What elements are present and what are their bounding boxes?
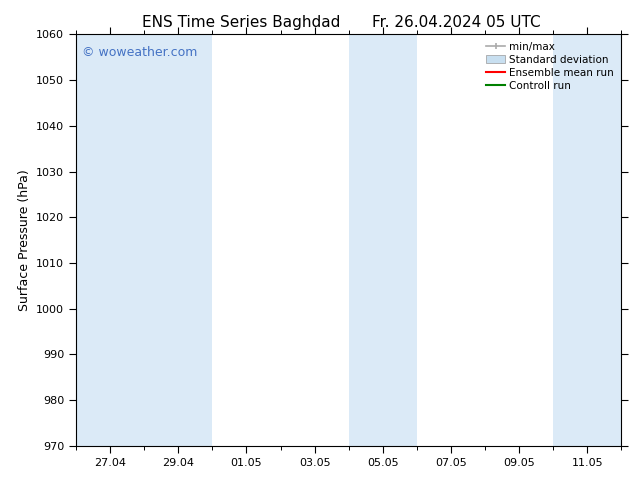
Bar bbox=[76, 34, 144, 446]
Bar bbox=[349, 34, 417, 446]
Text: Fr. 26.04.2024 05 UTC: Fr. 26.04.2024 05 UTC bbox=[372, 15, 541, 30]
Text: © woweather.com: © woweather.com bbox=[82, 46, 198, 59]
Bar bbox=[553, 34, 621, 446]
Text: ENS Time Series Baghdad: ENS Time Series Baghdad bbox=[142, 15, 340, 30]
Y-axis label: Surface Pressure (hPa): Surface Pressure (hPa) bbox=[18, 169, 30, 311]
Legend: min/max, Standard deviation, Ensemble mean run, Controll run: min/max, Standard deviation, Ensemble me… bbox=[482, 37, 618, 95]
Bar bbox=[144, 34, 212, 446]
